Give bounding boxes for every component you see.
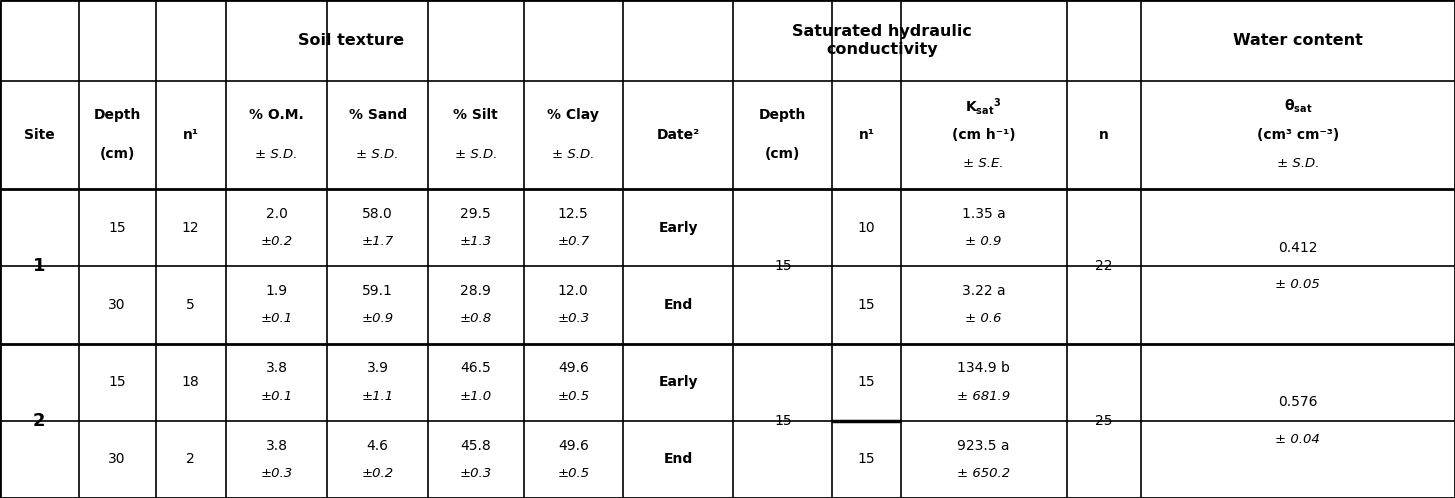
Text: 15: 15	[857, 375, 876, 389]
Text: 923.5 a: 923.5 a	[957, 439, 1010, 453]
Text: 25: 25	[1094, 414, 1113, 428]
Text: 46.5: 46.5	[460, 362, 492, 375]
Text: ±0.2: ±0.2	[260, 235, 292, 248]
Text: ±0.3: ±0.3	[557, 312, 589, 325]
Text: Soil texture: Soil texture	[298, 33, 403, 48]
Text: (cm): (cm)	[99, 147, 135, 161]
Text: Water content: Water content	[1232, 33, 1363, 48]
Text: ± S.D.: ± S.D.	[551, 148, 595, 161]
Text: 15: 15	[108, 221, 127, 235]
Text: ±0.5: ±0.5	[557, 389, 589, 402]
Text: (cm): (cm)	[765, 147, 800, 161]
Text: 45.8: 45.8	[460, 439, 492, 453]
Text: % O.M.: % O.M.	[249, 109, 304, 123]
Text: ± S.D.: ± S.D.	[255, 148, 298, 161]
Text: 59.1: 59.1	[362, 284, 393, 298]
Text: 5: 5	[186, 298, 195, 312]
Text: Depth: Depth	[93, 109, 141, 123]
Text: ± 0.6: ± 0.6	[966, 312, 1001, 325]
Text: End: End	[663, 452, 693, 467]
Text: 22: 22	[1094, 259, 1113, 273]
Text: 12.0: 12.0	[557, 284, 589, 298]
Text: 12: 12	[182, 221, 199, 235]
Text: 1.35 a: 1.35 a	[962, 207, 1005, 221]
Text: (cm³ cm⁻³): (cm³ cm⁻³)	[1257, 128, 1339, 142]
Text: 18: 18	[182, 375, 199, 389]
Text: 15: 15	[857, 452, 876, 467]
Text: 2.0: 2.0	[265, 207, 288, 221]
Text: n¹: n¹	[858, 128, 874, 142]
Text: 15: 15	[857, 298, 876, 312]
Text: 28.9: 28.9	[460, 284, 492, 298]
Text: ±0.9: ±0.9	[361, 312, 394, 325]
Text: 15: 15	[108, 375, 127, 389]
Text: ±1.3: ±1.3	[460, 235, 492, 248]
Text: ±0.1: ±0.1	[260, 389, 292, 402]
Text: 0.412: 0.412	[1277, 241, 1318, 255]
Text: Depth: Depth	[760, 109, 806, 123]
Text: 4.6: 4.6	[367, 439, 388, 453]
Text: ±1.7: ±1.7	[361, 235, 394, 248]
Text: 1: 1	[33, 257, 45, 275]
Text: 1.9: 1.9	[265, 284, 288, 298]
Text: 49.6: 49.6	[557, 362, 589, 375]
Text: ± S.D.: ± S.D.	[1276, 157, 1320, 170]
Text: 3.8: 3.8	[265, 439, 288, 453]
Text: ± 681.9: ± 681.9	[957, 389, 1010, 402]
Text: n: n	[1099, 128, 1109, 142]
Text: Saturated hydraulic
conductivity: Saturated hydraulic conductivity	[792, 24, 972, 57]
Text: Early: Early	[658, 221, 698, 235]
Text: ±0.3: ±0.3	[260, 467, 292, 480]
Text: ± S.D.: ± S.D.	[454, 148, 498, 161]
Text: 2: 2	[33, 412, 45, 430]
Text: Early: Early	[658, 375, 698, 389]
Text: ±0.5: ±0.5	[557, 467, 589, 480]
Text: ±1.0: ±1.0	[460, 389, 492, 402]
Text: ± 0.05: ± 0.05	[1276, 278, 1320, 291]
Text: Site: Site	[23, 128, 55, 142]
Text: ±1.1: ±1.1	[361, 389, 394, 402]
Text: ±0.7: ±0.7	[557, 235, 589, 248]
Text: 10: 10	[857, 221, 876, 235]
Text: ±0.8: ±0.8	[460, 312, 492, 325]
Text: 29.5: 29.5	[460, 207, 492, 221]
Text: 3.9: 3.9	[367, 362, 388, 375]
Text: 58.0: 58.0	[362, 207, 393, 221]
Text: ±0.1: ±0.1	[260, 312, 292, 325]
Text: % Sand: % Sand	[349, 109, 406, 123]
Text: Date²: Date²	[656, 128, 700, 142]
Text: 15: 15	[774, 414, 792, 428]
Text: 12.5: 12.5	[557, 207, 589, 221]
Text: ±0.3: ±0.3	[460, 467, 492, 480]
Text: ±0.2: ±0.2	[361, 467, 394, 480]
Text: ± 0.9: ± 0.9	[966, 235, 1001, 248]
Text: ± S.E.: ± S.E.	[963, 157, 1004, 170]
Text: n¹: n¹	[183, 128, 198, 142]
Text: % Clay: % Clay	[547, 109, 599, 123]
Text: 30: 30	[108, 298, 127, 312]
Text: (cm h⁻¹): (cm h⁻¹)	[952, 128, 1016, 142]
Text: 0.576: 0.576	[1277, 395, 1318, 409]
Text: θ$_\mathregular{sat}$: θ$_\mathregular{sat}$	[1283, 98, 1312, 116]
Text: ± S.D.: ± S.D.	[356, 148, 399, 161]
Text: 30: 30	[108, 452, 127, 467]
Text: % Silt: % Silt	[454, 109, 498, 123]
Text: K$_\mathregular{sat}$$^\mathregular{3}$: K$_\mathregular{sat}$$^\mathregular{3}$	[965, 96, 1002, 117]
Text: 15: 15	[774, 259, 792, 273]
Text: 3.22 a: 3.22 a	[962, 284, 1005, 298]
Text: 3.8: 3.8	[265, 362, 288, 375]
Text: 134.9 b: 134.9 b	[957, 362, 1010, 375]
Text: 49.6: 49.6	[557, 439, 589, 453]
Text: End: End	[663, 298, 693, 312]
Text: ± 0.04: ± 0.04	[1276, 433, 1320, 446]
Text: ± 650.2: ± 650.2	[957, 467, 1010, 480]
Text: 2: 2	[186, 452, 195, 467]
